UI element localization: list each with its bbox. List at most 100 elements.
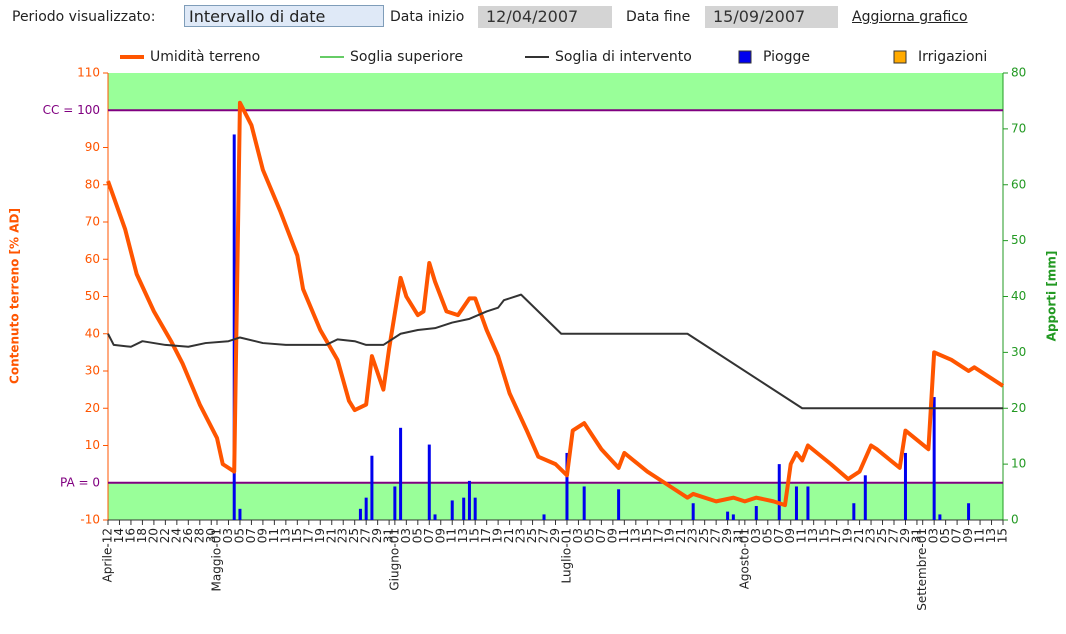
bar <box>967 503 971 520</box>
end-input[interactable]: 15/09/2007 <box>705 6 838 28</box>
x-tick-label: Giugno-01 <box>387 528 401 591</box>
period-select[interactable]: Intervallo di date <box>184 5 384 27</box>
x-tick-label: 28 <box>192 528 206 543</box>
x-tick-label: Agosto-01 <box>737 528 751 589</box>
y-tick-label: 50 <box>85 289 100 303</box>
x-tick-label: 18 <box>135 528 149 543</box>
y2-tick-label: 20 <box>1011 401 1026 415</box>
x-tick-label: 15 <box>640 528 654 543</box>
legend-label: Umidità terreno <box>150 49 260 65</box>
bar <box>238 508 242 520</box>
x-tick-label: 27 <box>886 528 900 543</box>
start-input[interactable]: 12/04/2007 <box>478 6 612 28</box>
x-tick-label: 07 <box>244 528 258 543</box>
legend-label: Soglia superiore <box>350 49 463 65</box>
bar <box>370 455 374 520</box>
x-tick-label: 27 <box>359 528 373 543</box>
x-tick-label: 14 <box>112 528 126 543</box>
bar <box>467 480 471 520</box>
x-tick-label: 21 <box>674 528 688 543</box>
x-tick-label: 09 <box>605 528 619 543</box>
x-tick-label: 31 <box>732 528 746 543</box>
line <box>107 293 1003 410</box>
x-tick-label: 15 <box>468 528 482 543</box>
bar <box>691 503 695 520</box>
bar <box>232 134 236 520</box>
x-tick-label: 11 <box>795 528 809 543</box>
bar <box>754 506 758 520</box>
bar <box>565 452 569 520</box>
x-tick-label: 11 <box>267 528 281 543</box>
chart: Contenuto terreno [% AD] Apporti [mm] -1… <box>8 49 1059 611</box>
x-tick-label: 20 <box>146 528 160 543</box>
x-tick-label: 11 <box>973 528 987 543</box>
bar <box>427 444 431 520</box>
x-tick-label: 25 <box>875 528 889 543</box>
x-tick-label: 29 <box>370 528 384 543</box>
y-tick-label: 40 <box>85 326 100 340</box>
y2-tick-label: 50 <box>1011 233 1026 247</box>
x-tick-label: 05 <box>410 528 424 543</box>
x-tick-label: 27 <box>709 528 723 543</box>
x-tick-label: 17 <box>301 528 315 543</box>
x-tick-label: 03 <box>927 528 941 543</box>
x-tick-label: 09 <box>961 528 975 543</box>
start-label: Data inizio <box>390 9 465 25</box>
bar <box>582 486 586 520</box>
bar <box>433 514 437 520</box>
x-tick-label: 13 <box>278 528 292 543</box>
y2-tick-label: 70 <box>1011 121 1026 135</box>
x-tick-label: 13 <box>456 528 470 543</box>
bar <box>450 500 454 520</box>
y-tick-label: 80 <box>85 177 100 191</box>
y-tick-label: 60 <box>85 252 100 266</box>
bar <box>777 464 781 520</box>
legend-swatch <box>738 50 752 64</box>
y2-tick-label: 30 <box>1011 345 1026 359</box>
x-tick-label: 19 <box>841 528 855 543</box>
x-tick-label: 13 <box>806 528 820 543</box>
y-tick-label: 110 <box>77 66 100 80</box>
bar <box>617 489 621 520</box>
x-tick-label: 05 <box>938 528 952 543</box>
y-tick-label: PA = 0 <box>60 475 100 489</box>
bar <box>731 514 735 520</box>
x-tick-label: 09 <box>433 528 447 543</box>
x-tick-label: 19 <box>663 528 677 543</box>
x-tick-label: 05 <box>760 528 774 543</box>
refresh-link[interactable]: Aggiorna grafico <box>852 9 968 25</box>
end-label: Data fine <box>626 9 691 25</box>
x-tick-label: 25 <box>347 528 361 543</box>
x-tick-label: 03 <box>399 528 413 543</box>
bar <box>938 514 942 520</box>
x-tick-label: 07 <box>422 528 436 543</box>
x-tick-label: 24 <box>169 528 183 543</box>
x-tick-label: Maggio-01 <box>210 528 224 591</box>
y2-tick-label: 10 <box>1011 457 1026 471</box>
x-tick-label: Settembre-01 <box>915 528 929 611</box>
bar <box>393 486 397 520</box>
legend-label: Piogge <box>763 49 810 65</box>
x-tick-label: 05 <box>582 528 596 543</box>
x-tick-label: 03 <box>749 528 763 543</box>
x-tick-label: 23 <box>336 528 350 543</box>
y2-tick-label: 0 <box>1011 513 1019 527</box>
bar <box>462 497 466 520</box>
x-tick-label: 11 <box>445 528 459 543</box>
x-tick-label: 03 <box>571 528 585 543</box>
x-tick-label: 17 <box>829 528 843 543</box>
x-tick-label: 13 <box>984 528 998 543</box>
x-tick-label: 17 <box>651 528 665 543</box>
x-tick-label: 25 <box>697 528 711 543</box>
x-tick-label: Luglio-01 <box>559 528 573 584</box>
legend-label: Soglia di intervento <box>555 49 692 65</box>
bar <box>399 427 403 520</box>
x-tick-label: 23 <box>686 528 700 543</box>
x-tick-label: 29 <box>898 528 912 543</box>
y-tick-label: 90 <box>85 140 100 154</box>
x-tick-label: 15 <box>818 528 832 543</box>
x-tick-label: 25 <box>525 528 539 543</box>
bar <box>364 497 368 520</box>
x-tick-label: 19 <box>313 528 327 543</box>
